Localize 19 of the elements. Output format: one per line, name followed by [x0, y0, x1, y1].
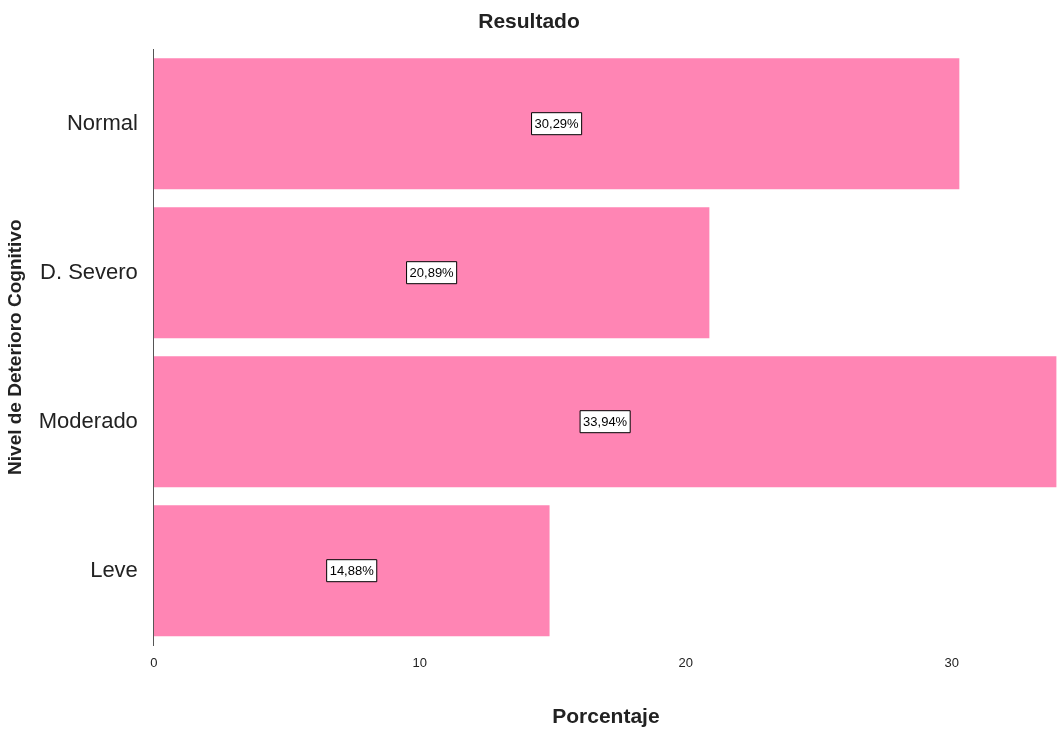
y-tick-label: D. Severo	[40, 258, 138, 284]
data-label: 20,89%	[409, 265, 455, 281]
bar	[153, 505, 550, 637]
bar	[153, 356, 1057, 488]
data-label: 33,94%	[583, 414, 628, 430]
chart-title: Resultado	[478, 9, 580, 33]
x-tick-label: 0	[150, 654, 158, 670]
y-tick-label: Moderado	[38, 407, 138, 433]
data-label: 14,88%	[329, 563, 375, 579]
data-label: 30,29%	[534, 116, 580, 132]
x-tick-label: 20	[678, 654, 693, 670]
x-tick-label: 30	[944, 654, 959, 670]
bar	[153, 207, 710, 339]
x-axis-title: Porcentaje	[552, 704, 660, 728]
bar	[153, 58, 960, 190]
y-tick-label: Normal	[66, 109, 138, 135]
y-axis-title: Nivel de Deterioro Cognitivo	[3, 219, 25, 475]
x-tick-label: 10	[412, 654, 428, 670]
y-tick-label: Leve	[90, 556, 138, 582]
